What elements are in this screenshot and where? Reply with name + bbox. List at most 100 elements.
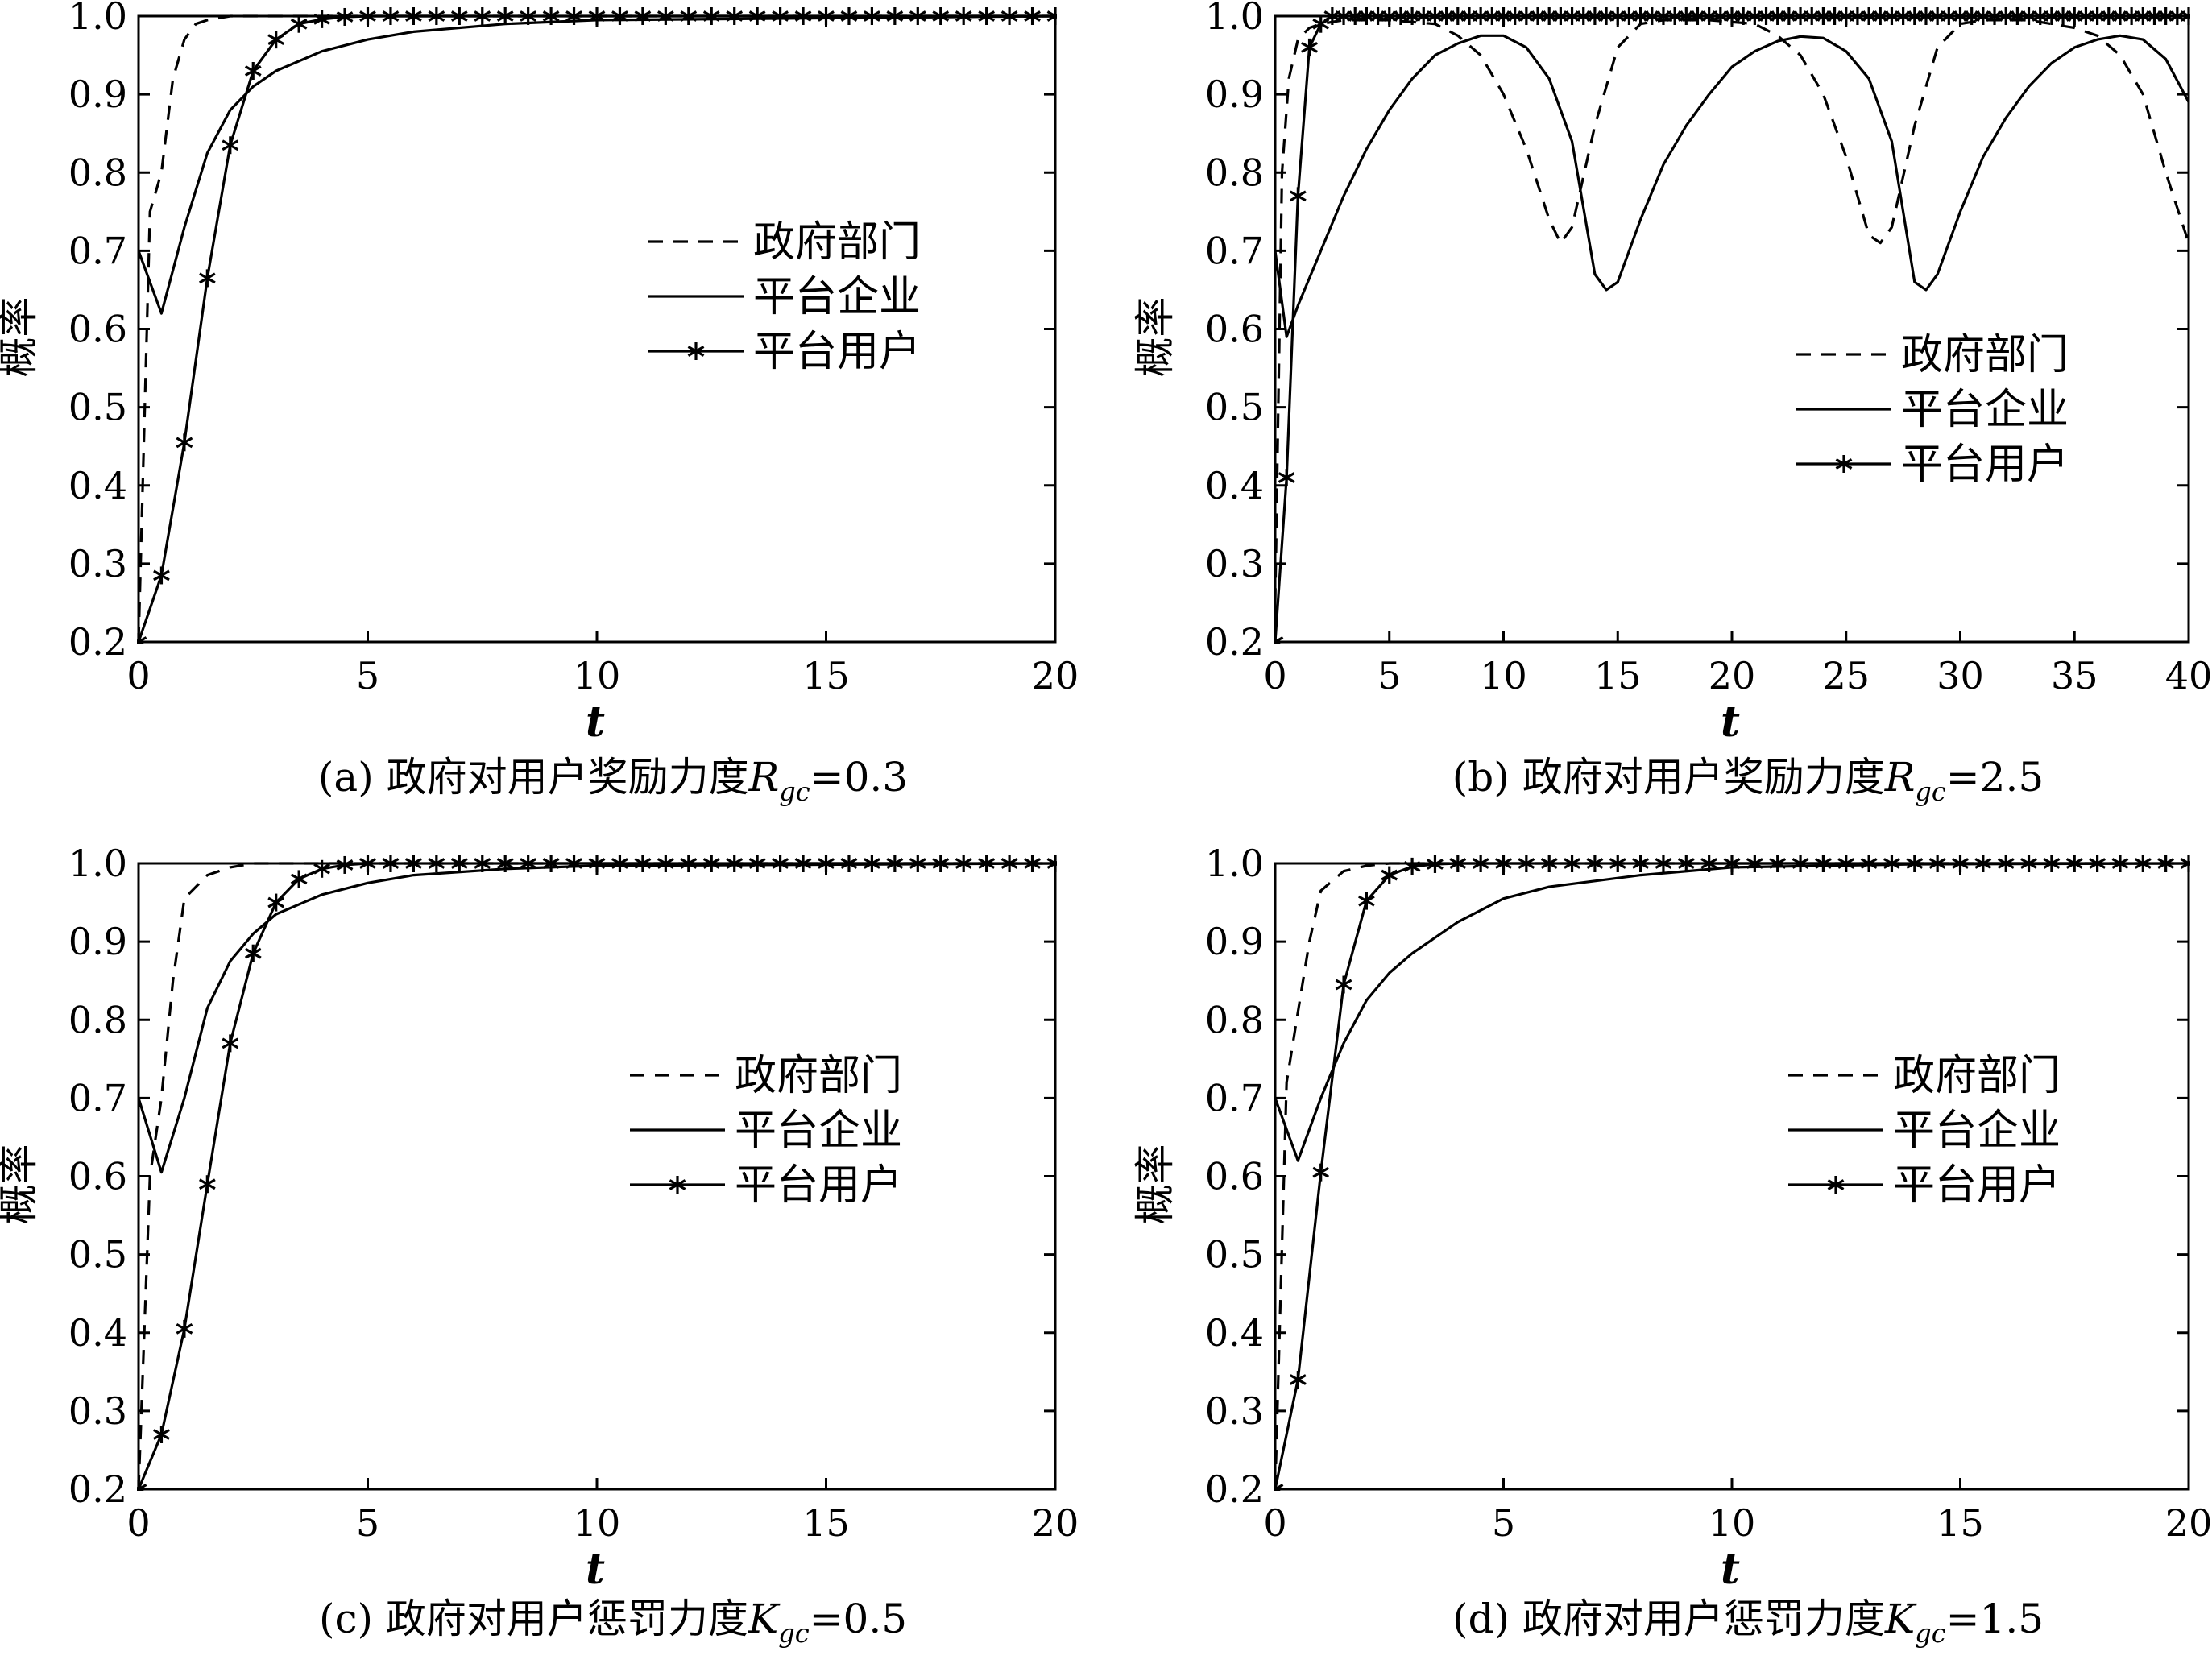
panel-a-series-2-point-4: [222, 136, 239, 155]
panel-d-series-2-point-10: [1495, 855, 1512, 872]
panel-d-legend-label-0: 政府部门: [1893, 1052, 2061, 1100]
panel-a-series-2-point-26: [726, 7, 744, 25]
panel-d-series-2-point-9: [1472, 855, 1489, 872]
panel-c-series-2-point-20-stroke-2: [588, 858, 606, 869]
panel-d-series-2-point-13: [1564, 855, 1580, 872]
panel-b-series-2-line: [1274, 14, 2189, 643]
panel-c-series-2-point-9: [336, 855, 354, 874]
panel-c-series-2-point-12-stroke-2: [405, 858, 422, 869]
panel-d-series-2-point-7: [1427, 855, 1444, 873]
panel-b-series-group: [1274, 7, 2190, 644]
panel-a-caption-prefix: (a) 政府对用户奖励力度: [318, 754, 749, 801]
panel-c-plot-frame: [137, 862, 1057, 1491]
panel-c-caption-var: K: [748, 1595, 781, 1642]
panel-a-y-tick-label-5: 0.7: [68, 229, 127, 272]
panel-c-x-tick-label-0: 0: [126, 1501, 150, 1545]
panel-d-series-2-point-15-stroke-2: [1609, 858, 1626, 869]
panel-b-y-axis-label: 概率: [1132, 297, 1178, 378]
panel-a-series-2-point-0: [137, 633, 147, 644]
panel-a-series-2-point-9-stroke-2: [336, 11, 354, 23]
panel-d-series-2-point-8-stroke-2: [1449, 858, 1467, 869]
panel-b-x-tick-label-1: 5: [1377, 654, 1401, 697]
panel-d-x-tick-label-2: 10: [1709, 1501, 1756, 1545]
panel-d-y-tick-label-0: 0.2: [1205, 1467, 1264, 1511]
panel-d-series-2-point-16-stroke-2: [1632, 858, 1649, 869]
panel-a-series-2-point-27: [748, 7, 766, 25]
panel-a-series-2-point-2-stroke-2: [176, 437, 193, 449]
panel-d: 0 5 10 15 20 0.2 0.3 0.4 0.5 0.6 0.7 0.8 0.9 1.0 t 概率 政府…: [1132, 842, 2212, 1649]
panel-a-series-2-point-37: [978, 7, 996, 25]
panel-c-series-0-line: [137, 862, 1055, 1490]
panel-a-series-2-point-11: [382, 7, 400, 25]
panel-b-series-0-line: [1274, 19, 2190, 603]
panel-d-series-2-point-15: [1609, 855, 1626, 872]
panel-b-y-tick-label-6: 0.8: [1205, 151, 1264, 194]
panel-c-series-2-point-3: [198, 1175, 216, 1194]
panel-c-series-2-point-11-stroke-2: [382, 858, 400, 869]
panel-a-series-2-point-14-stroke-2: [450, 10, 468, 22]
panel-d-series-2-point-28: [1906, 855, 1924, 872]
panel-b-x-tick-label-2: 10: [1480, 654, 1527, 697]
panel-d-caption-sub: gc: [1915, 1618, 1945, 1649]
panel-c-series-2-point-9-stroke-2: [336, 859, 354, 871]
panel-a-series-2-point-2: [176, 433, 193, 452]
panel-d-y-tick-label-7: 0.9: [1205, 920, 1264, 963]
panel-a-series-2-point-3-stroke-2: [198, 272, 216, 284]
panel-a-series-2-point-20: [588, 7, 606, 25]
panel-d-series-2-point-11: [1518, 855, 1535, 872]
panel-c-series-2-point-33: [886, 855, 904, 872]
panel-a-series-2-point-16-stroke-2: [496, 10, 514, 22]
panel-a-series-2-point-17: [520, 7, 537, 25]
panel-a: 0 5 10 15 20 0.2 0.3 0.4 0.5 0.6 0.7 0.8 0.9 1.0 t 概率 政府…: [0, 0, 1079, 807]
panel-a-x-tick-label-3: 15: [802, 654, 850, 697]
panel-b-caption-var: R: [1884, 754, 1916, 801]
panel-d-series-2-point-4: [1358, 892, 1375, 910]
panel-c-series-2-point-16: [496, 855, 514, 872]
panel-a-series-2-point-31-stroke-2: [840, 10, 858, 22]
panel-a-caption-value: =0.3: [810, 754, 908, 801]
panel-c-series-2-point-2-stroke-2: [176, 1323, 193, 1335]
panel-d-series-2-point-16: [1632, 855, 1649, 872]
panel-c-series-2-point-39-stroke-2: [1024, 858, 1041, 869]
panel-b-y-tick-label-5: 0.7: [1205, 229, 1264, 272]
panel-c-series-2-point-37-stroke-2: [978, 858, 996, 869]
panel-c-series-2-point-11: [382, 855, 400, 872]
panel-a-series-2-point-24: [680, 7, 698, 25]
panel-d-series-2-point-40: [2180, 855, 2190, 872]
panel-a-series-2-point-8: [313, 10, 330, 28]
panel-c-series-2-point-21-stroke-2: [611, 858, 628, 869]
panel-d-series-2-point-5: [1381, 866, 1398, 884]
panel-d-series-2-point-31-stroke-2: [1974, 858, 1992, 869]
panel-c-series-2-point-24: [680, 855, 698, 872]
panel-c-series-2-point-14-stroke-2: [450, 858, 468, 869]
panel-a-series-2-point-29: [794, 7, 812, 25]
panel-d-series-2-point-14-stroke-2: [1586, 858, 1604, 869]
panel-a-series-2-point-11-stroke-2: [382, 10, 400, 22]
panel-b-legend-label-1: 平台企业: [1901, 386, 2069, 434]
panel-c-y-tick-label-3: 0.5: [68, 1233, 127, 1277]
panel-a-y-tick-label-2: 0.4: [68, 464, 127, 507]
panel-d-y-axis-label: 概率: [1132, 1144, 1178, 1225]
panel-b-y-tick-label-3: 0.5: [1205, 386, 1264, 429]
panel-a-series-2-point-19-stroke-2: [565, 10, 582, 22]
panel-d-series-2-point-22-stroke-2: [1769, 858, 1787, 869]
panel-a-x-tick-label-2: 10: [574, 654, 621, 697]
panel-a-series-2-point-33-stroke-2: [886, 10, 904, 22]
panel-a-y-tick-label-4: 0.6: [68, 308, 127, 351]
panel-c-series-2-point-5-stroke-2: [244, 947, 262, 959]
panel-d-series-2-point-38-stroke-2: [2134, 858, 2152, 869]
panel-c-series-2-point-0-stroke-2: [137, 1484, 147, 1491]
panel-d-series-2-point-23: [1792, 855, 1809, 872]
panel-b-series-2-point-1: [1278, 469, 1295, 487]
panel-d-series-2-point-21: [1746, 855, 1763, 872]
panel-c-series-2-point-25: [702, 855, 720, 872]
panel-c-series-2-point-18: [542, 855, 560, 872]
panel-c-series-2-point-7: [290, 870, 308, 888]
panel-a-series-2-point-35: [932, 7, 950, 25]
panel-a-series-2-point-34-stroke-2: [909, 10, 926, 22]
panel-d-series-2-point-18: [1677, 855, 1695, 872]
panel-d-series-2-point-33: [2020, 855, 2037, 872]
panel-d-series-2-point-37-stroke-2: [2111, 858, 2129, 869]
panel-d-series-2-point-23-stroke-2: [1792, 858, 1809, 869]
